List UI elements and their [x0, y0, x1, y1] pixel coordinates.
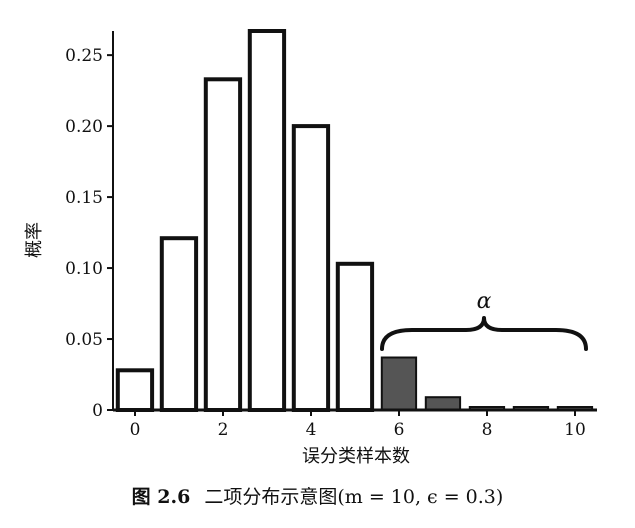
binomial-bar-chart: 0 0.05 0.10 0.15 0.20 0.25 0 2 4 6 8 10 概率 误分类样本数 α: [24, 29, 597, 467]
axes-group: 0 0.05 0.10 0.15 0.20 0.25 0 2 4 6 8 10: [65, 31, 597, 440]
y-tick-label: 0.10: [65, 259, 103, 279]
bar-6: [380, 356, 418, 411]
bar-2: [203, 77, 243, 413]
alpha-annotation: α: [477, 289, 492, 314]
y-tick-label: 0.15: [65, 188, 103, 208]
y-tick-label: 0.05: [65, 330, 103, 350]
x-axis-label: 误分类样本数: [302, 446, 410, 467]
alpha-brace: [380, 316, 588, 351]
y-tick-label: 0.25: [65, 46, 103, 66]
bar-5: [335, 261, 375, 412]
x-tick-label: 6: [394, 420, 405, 440]
x-tick-label: 0: [130, 420, 141, 440]
caption-figure-label: 图 2.6: [131, 486, 191, 508]
bar-4: [291, 124, 331, 412]
bar-1: [159, 236, 199, 412]
bar-7: [424, 396, 462, 412]
x-tick-label: 4: [306, 420, 317, 440]
bars-group: [115, 29, 594, 413]
x-tick-label: 10: [564, 420, 586, 440]
y-tick-label: 0.20: [65, 117, 103, 137]
x-tick-label: 8: [482, 420, 493, 440]
caption-text: 二项分布示意图(m = 10, ϵ = 0.3): [204, 486, 504, 508]
bar-0: [115, 368, 155, 412]
bar-3: [247, 29, 287, 412]
x-tick-label: 2: [218, 420, 229, 440]
y-axis-label: 概率: [24, 222, 45, 258]
figure-caption: 图 2.6 二项分布示意图(m = 10, ϵ = 0.3): [0, 482, 635, 509]
y-tick-label: 0: [92, 401, 103, 421]
